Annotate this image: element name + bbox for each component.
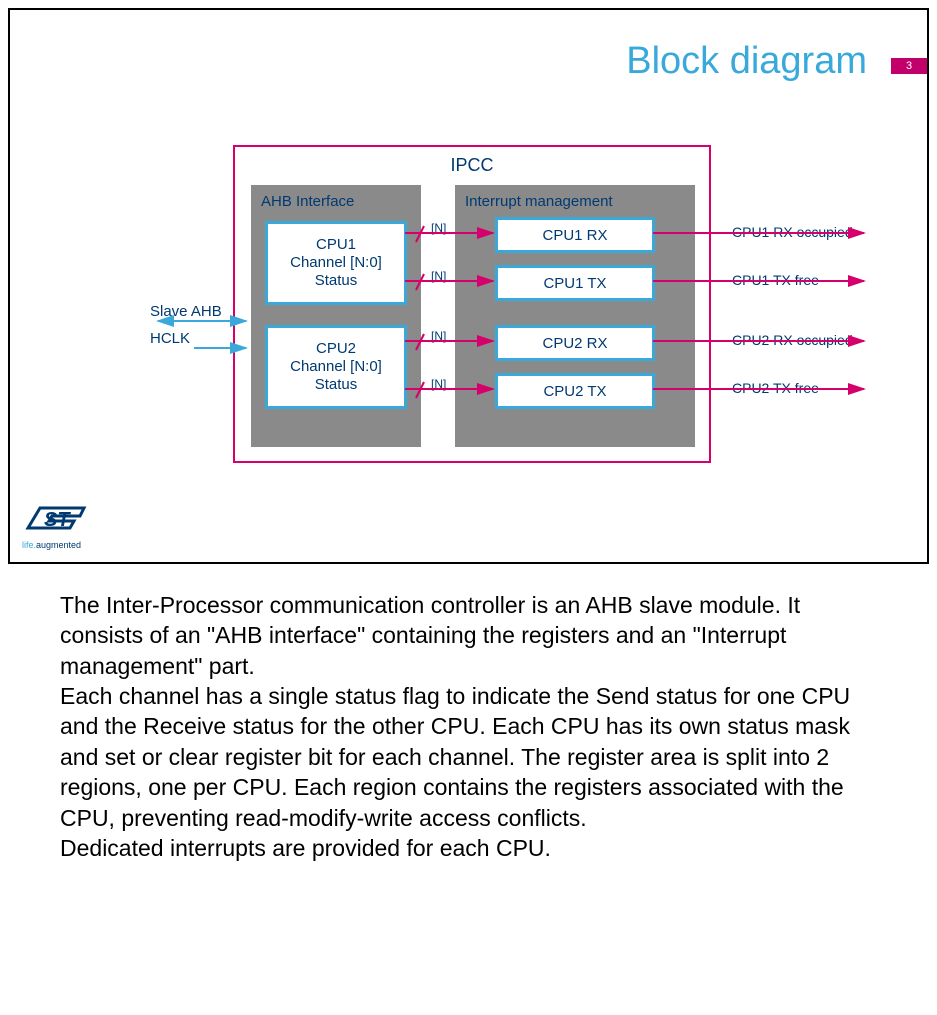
n-label-4: [N] (431, 377, 446, 391)
cpu1-line2: Channel [N:0] (268, 254, 404, 272)
description-p3: Dedicated interrupts are provided for ea… (60, 835, 551, 861)
ipcc-container: IPCC AHB Interface CPU1 Channel [N:0] St… (233, 145, 711, 463)
cpu1-status-box: CPU1 Channel [N:0] Status (265, 221, 407, 305)
ahb-interface-block: AHB Interface CPU1 Channel [N:0] Status … (251, 185, 421, 447)
interrupt-management-title: Interrupt management (455, 185, 695, 210)
slide-frame: Block diagram 3 Slave AHB HCLK CPU1 RX o… (8, 8, 929, 564)
page-number-badge: 3 (891, 58, 927, 74)
hclk-label: HCLK (150, 330, 190, 347)
st-logo: ST life.augmented (22, 504, 90, 550)
cpu2-status-box: CPU2 Channel [N:0] Status (265, 325, 407, 409)
cpu1-line3: Status (268, 272, 404, 290)
ipcc-title: IPCC (235, 155, 709, 176)
description-p2: Each channel has a single status flag to… (60, 683, 850, 830)
slave-ahb-label: Slave AHB (150, 303, 222, 320)
out-cpu1tx-label: CPU1 TX free (732, 272, 819, 288)
out-cpu2rx-label: CPU2 RX occupied (732, 332, 853, 348)
cpu1tx-box: CPU1 TX (495, 265, 655, 301)
description-text: The Inter-Processor communication contro… (60, 590, 877, 863)
slide-title: Block diagram (626, 40, 867, 83)
cpu2tx-box: CPU2 TX (495, 373, 655, 409)
st-logo-tagline: life.augmented (22, 540, 90, 550)
cpu2-line2: Channel [N:0] (268, 358, 404, 376)
cpu1rx-box: CPU1 RX (495, 217, 655, 253)
n-label-1: [N] (431, 221, 446, 235)
out-cpu2tx-label: CPU2 TX free (732, 380, 819, 396)
out-cpu1rx-label: CPU1 RX occupied (732, 224, 853, 240)
interrupt-management-block: Interrupt management CPU1 RX CPU1 TX CPU… (455, 185, 695, 447)
cpu1-line1: CPU1 (268, 236, 404, 254)
cpu2-line1: CPU2 (268, 340, 404, 358)
svg-text:ST: ST (44, 509, 71, 531)
cpu2rx-box: CPU2 RX (495, 325, 655, 361)
n-label-3: [N] (431, 329, 446, 343)
description-p1: The Inter-Processor communication contro… (60, 592, 800, 679)
cpu2-line3: Status (268, 376, 404, 394)
n-label-2: [N] (431, 269, 446, 283)
ahb-interface-title: AHB Interface (251, 185, 421, 210)
